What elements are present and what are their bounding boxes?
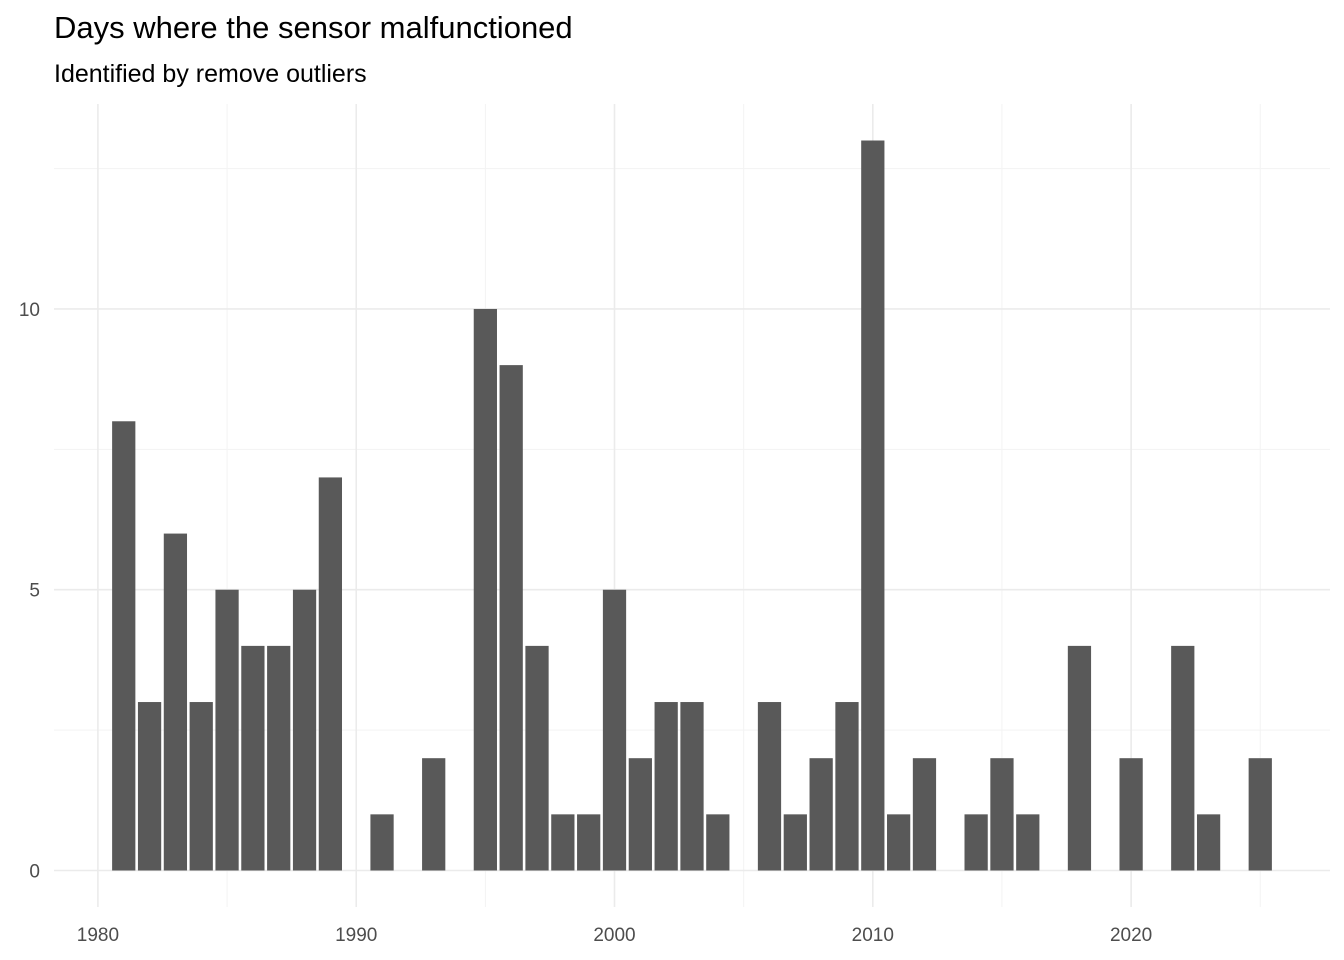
- bar-2012: [912, 758, 937, 871]
- bar-2016: [1016, 814, 1040, 871]
- bar-2020: [1119, 758, 1143, 871]
- bar-1999: [577, 814, 601, 871]
- bar-1982: [137, 702, 162, 871]
- chart-title: Days where the sensor malfunctioned: [54, 10, 573, 45]
- x-tick-label: 2000: [593, 925, 635, 946]
- bar-1988: [292, 589, 317, 871]
- bar-2011: [887, 814, 911, 871]
- bar-2018: [1067, 645, 1092, 871]
- bar-2008: [809, 758, 833, 871]
- bar-1998: [551, 814, 575, 871]
- y-tick-label: 5: [29, 581, 40, 602]
- bar-1996: [499, 365, 523, 871]
- bar-2000: [602, 589, 627, 871]
- bar-1981: [112, 421, 136, 871]
- chart-subtitle: Identified by remove outliers: [54, 60, 367, 88]
- bar-2001: [628, 758, 652, 871]
- y-tick-label: 10: [19, 300, 40, 321]
- bar-2022: [1171, 645, 1195, 871]
- bar-1993: [422, 758, 446, 871]
- bar-2015: [990, 758, 1014, 871]
- bar-1986: [241, 645, 265, 871]
- x-tick-label: 1980: [77, 925, 119, 946]
- bar-1983: [163, 533, 188, 871]
- bar-1985: [215, 589, 239, 871]
- bar-2009: [835, 702, 859, 871]
- bar-2004: [706, 814, 730, 871]
- bar-2003: [680, 702, 704, 871]
- bar-1997: [525, 645, 549, 871]
- bar-2006: [757, 702, 782, 871]
- bar-1984: [189, 702, 213, 871]
- bar-2014: [964, 814, 988, 871]
- bar-2010: [861, 140, 885, 871]
- y-tick-label: 0: [29, 862, 40, 883]
- bar-2007: [783, 814, 807, 871]
- bar-2025: [1248, 758, 1272, 871]
- bar-1989: [318, 477, 343, 871]
- x-tick-label: 2020: [1110, 925, 1152, 946]
- x-tick-label: 2010: [852, 925, 894, 946]
- bar-1995: [473, 308, 497, 871]
- x-tick-label: 1990: [335, 925, 377, 946]
- bar-2023: [1196, 814, 1221, 871]
- bar-1987: [267, 645, 291, 871]
- bar-1991: [370, 814, 394, 871]
- bar-2002: [654, 702, 678, 871]
